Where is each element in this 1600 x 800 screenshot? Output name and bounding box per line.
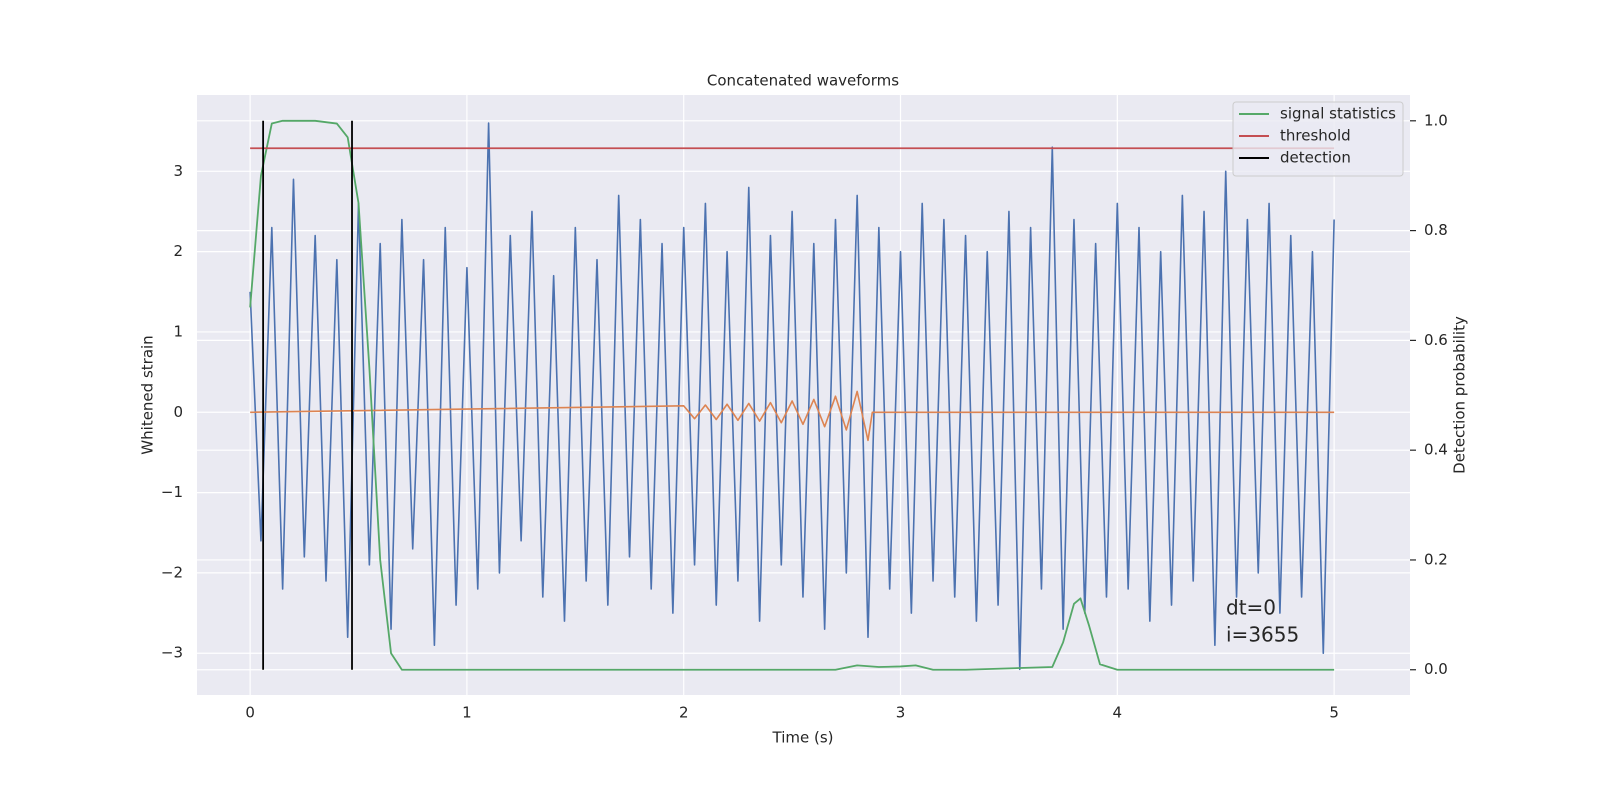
x-tick-label: 0 [245, 704, 255, 722]
y-tick-label: 2 [173, 242, 183, 260]
y-tick-label: −1 [161, 483, 183, 501]
y2-tick-label: 0.8 [1424, 221, 1448, 239]
x-tick-label: 3 [896, 704, 906, 722]
y-tick-label: 3 [173, 162, 183, 180]
x-tick-label: 5 [1329, 704, 1339, 722]
x-axis-label: Time (s) [772, 729, 834, 747]
labels: 0 1 2 3 4 5 −3 −2 −1 0 1 2 3 0.0 0.2 0.4 0.6 0.8 1.0 [161, 111, 1448, 721]
y2-tick-label: 1.0 [1424, 111, 1448, 129]
annotation: dt=0 [1226, 596, 1276, 620]
series-line [262, 120, 353, 670]
y2-tick-label: 0.2 [1424, 550, 1448, 568]
legend-label: threshold [1280, 127, 1351, 145]
x-tick-label: 4 [1113, 704, 1123, 722]
y2-tick-label: 0.6 [1424, 331, 1448, 349]
legend: signal statistics threshold detection [1232, 101, 1404, 177]
y-tick-label: −2 [161, 563, 183, 581]
annotation: i=3655 [1226, 623, 1299, 647]
series-line [249, 122, 1335, 671]
y-axis-label: Whitened strain [139, 335, 157, 454]
chart-title: Concatenated waveforms [707, 72, 899, 90]
legend-box [1232, 101, 1404, 177]
legend-label: detection [1280, 149, 1351, 167]
y-tick-label: −3 [161, 644, 183, 662]
y2-axis-label: Detection probability [1451, 316, 1469, 474]
y2-tick-label: 0.0 [1424, 660, 1448, 678]
y2-tick-label: 0.4 [1424, 441, 1448, 459]
marks [249, 119, 1335, 671]
legend-label: signal statistics [1280, 105, 1396, 123]
y-tick-label: 0 [173, 403, 183, 421]
series-line [250, 390, 1335, 442]
series-line [249, 119, 1335, 671]
x-tick-label: 1 [462, 704, 472, 722]
y-tick-label: 1 [173, 322, 183, 340]
x-tick-label: 2 [679, 704, 689, 722]
